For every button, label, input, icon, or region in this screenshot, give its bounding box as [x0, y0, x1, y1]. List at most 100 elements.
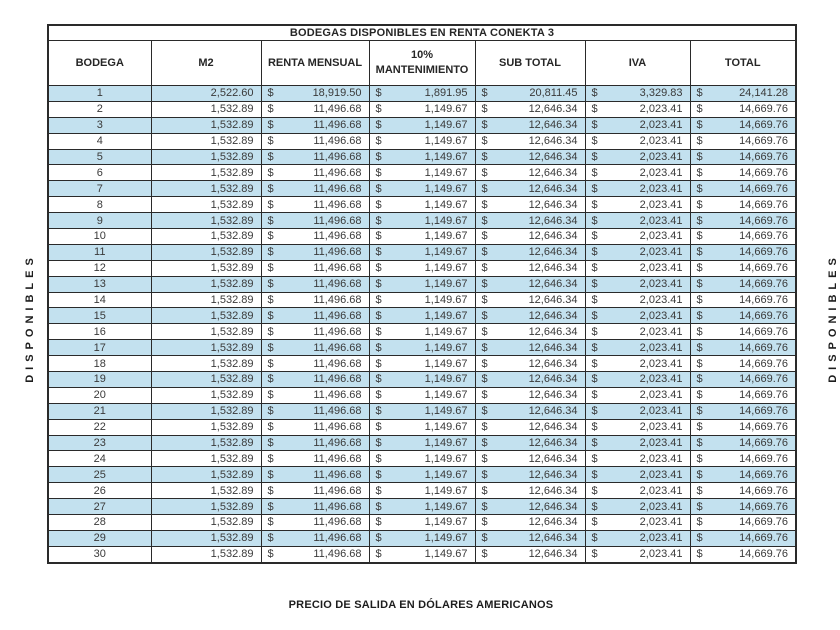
currency-symbol: $ [591, 500, 598, 513]
currency-symbol: $ [481, 87, 488, 100]
currency-symbol: $ [267, 452, 274, 465]
cell-value: 1,149.67 [424, 405, 468, 418]
cell-subtotal: $12,646.34 [474, 212, 586, 230]
cell-iva: $2,023.41 [584, 482, 691, 500]
currency-symbol: $ [481, 246, 488, 259]
cell-iva: $2,023.41 [584, 529, 691, 547]
cell-mantenimiento: $1,149.67 [368, 450, 476, 468]
cell-mantenimiento: $1,149.67 [368, 339, 476, 357]
currency-symbol: $ [267, 468, 274, 481]
cell-value: 1,149.67 [424, 421, 468, 434]
cell-total: $14,669.76 [689, 148, 797, 166]
cell-value: 14,669.76 [739, 484, 788, 497]
currency-symbol: $ [696, 500, 703, 513]
currency-symbol: $ [696, 87, 703, 100]
table-row: 10 1,532.89 $11,496.68 $1,149.67 $12,646… [47, 228, 797, 245]
cell-renta: $11,496.68 [260, 529, 370, 547]
currency-symbol: $ [481, 119, 488, 132]
table-row: 20 1,532.89 $11,496.68 $1,149.67 $12,646… [47, 386, 797, 404]
cell-value: 11,496.68 [313, 214, 362, 227]
cell-value: 14,669.76 [739, 357, 788, 370]
currency-symbol: $ [375, 151, 382, 163]
cell-value: 1,891.95 [424, 87, 468, 100]
cell-mantenimiento: $1,149.67 [368, 323, 476, 341]
cell-value: 1,149.67 [424, 246, 468, 259]
table-head: BODEGAS DISPONIBLES EN RENTA CONEKTA 3 B… [47, 24, 797, 86]
currency-symbol: $ [375, 468, 382, 481]
cell-subtotal: $12,646.34 [474, 545, 586, 564]
currency-symbol: $ [375, 119, 382, 132]
cell-iva: $2,023.41 [584, 116, 691, 134]
cell-iva: $2,023.41 [584, 275, 691, 293]
cell-mantenimiento: $1,149.67 [368, 228, 476, 245]
cell-value: 1,149.67 [424, 468, 468, 481]
cell-value: 18,919.50 [312, 87, 362, 100]
currency-symbol: $ [375, 532, 382, 545]
currency-symbol: $ [481, 373, 488, 386]
currency-symbol: $ [481, 166, 488, 179]
cell-bodega: 20 [47, 386, 152, 404]
currency-symbol: $ [267, 373, 274, 386]
cell-mantenimiento: $1,149.67 [368, 116, 476, 134]
currency-symbol: $ [696, 151, 703, 163]
cell-total: $14,669.76 [689, 355, 797, 373]
currency-symbol: $ [267, 548, 274, 561]
cell-value: 14,669.76 [739, 182, 788, 195]
currency-symbol: $ [696, 294, 703, 307]
currency-symbol: $ [481, 437, 488, 450]
cell-value: 14,669.76 [739, 452, 788, 465]
cell-mantenimiento: $1,149.67 [368, 434, 476, 452]
currency-symbol: $ [267, 278, 274, 291]
currency-symbol: $ [481, 278, 488, 291]
currency-symbol: $ [481, 103, 488, 116]
cell-total: $14,669.76 [689, 196, 797, 214]
cell-value: 11,496.68 [313, 246, 362, 259]
cell-m2: 1,532.89 [150, 132, 262, 150]
cell-bodega: 14 [47, 291, 152, 309]
cell-renta: $11,496.68 [260, 164, 370, 182]
currency-symbol: $ [267, 405, 274, 418]
cell-renta: $18,919.50 [260, 85, 370, 102]
cell-iva: $2,023.41 [584, 196, 691, 214]
table-row: 15 1,532.89 $11,496.68 $1,149.67 $12,646… [47, 307, 797, 325]
cell-total: $14,669.76 [689, 529, 797, 547]
currency-symbol: $ [591, 325, 598, 338]
table-row: 18 1,532.89 $11,496.68 $1,149.67 $12,646… [47, 355, 797, 373]
cell-total: $14,669.76 [689, 228, 797, 245]
cell-renta: $11,496.68 [260, 228, 370, 245]
cell-mantenimiento: $1,149.67 [368, 164, 476, 182]
table-body: 1 2,522.60 $18,919.50 $1,891.95 $20,811.… [47, 85, 797, 564]
currency-symbol: $ [375, 548, 382, 561]
cell-value: 11,496.68 [313, 437, 362, 450]
currency-symbol: $ [267, 262, 274, 275]
table-row: 8 1,532.89 $11,496.68 $1,149.67 $12,646.… [47, 196, 797, 214]
cell-renta: $11,496.68 [260, 259, 370, 277]
cell-value: 11,496.68 [313, 135, 362, 148]
cell-value: 11,496.68 [313, 230, 362, 243]
cell-value: 11,496.68 [313, 325, 362, 338]
cell-value: 2,023.41 [639, 452, 683, 465]
cell-value: 11,496.68 [313, 119, 362, 132]
cell-value: 11,496.68 [313, 468, 362, 481]
cell-value: 12,646.34 [528, 516, 578, 529]
cell-total: $14,669.76 [689, 418, 797, 436]
currency-symbol: $ [696, 548, 703, 561]
cell-iva: $2,023.41 [584, 545, 691, 564]
table-row: 30 1,532.89 $11,496.68 $1,149.67 $12,646… [47, 545, 797, 564]
currency-symbol: $ [267, 246, 274, 259]
currency-symbol: $ [591, 468, 598, 481]
cell-value: 12,646.34 [528, 119, 578, 132]
cell-total: $14,669.76 [689, 307, 797, 325]
currency-symbol: $ [375, 452, 382, 465]
currency-symbol: $ [481, 135, 488, 148]
currency-symbol: $ [696, 516, 703, 529]
cell-value: 11,496.68 [313, 548, 362, 561]
currency-symbol: $ [267, 103, 274, 116]
currency-symbol: $ [696, 182, 703, 195]
table-row: 3 1,532.89 $11,496.68 $1,149.67 $12,646.… [47, 116, 797, 134]
cell-iva: $2,023.41 [584, 148, 691, 166]
cell-value: 1,149.67 [424, 166, 468, 179]
cell-subtotal: $12,646.34 [474, 180, 586, 198]
cell-renta: $11,496.68 [260, 498, 370, 516]
currency-symbol: $ [481, 516, 488, 529]
